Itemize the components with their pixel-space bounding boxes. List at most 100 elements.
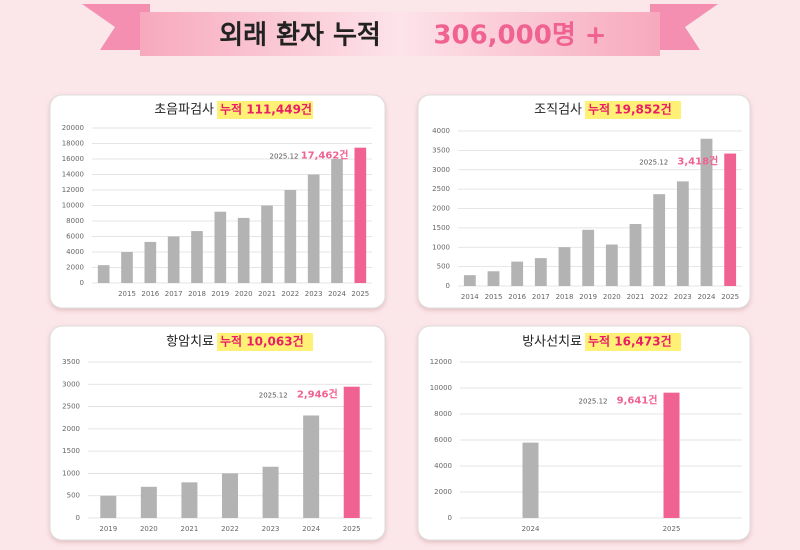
x-tick-label: 2020 — [603, 293, 621, 301]
bar — [558, 247, 571, 286]
y-tick-label: 18000 — [62, 140, 84, 148]
chart-title: 초음파검사 — [154, 103, 214, 118]
highlight-box — [217, 333, 313, 351]
chart-title: 방사선치료 — [522, 335, 582, 350]
x-tick-label: 2024 — [698, 293, 716, 301]
y-tick-label: 6000 — [66, 233, 84, 241]
ribbon — [140, 12, 660, 56]
y-tick-label: 2500 — [432, 185, 450, 193]
x-tick-label: 2019 — [579, 293, 597, 301]
bar — [181, 482, 198, 518]
bar — [605, 244, 618, 286]
y-tick-label: 3000 — [62, 380, 80, 388]
x-tick-label: 2016 — [141, 290, 159, 298]
x-tick-label: 2025 — [343, 525, 361, 533]
y-tick-label: 1500 — [432, 224, 450, 232]
x-tick-label: 2020 — [235, 290, 253, 298]
annotation-value: 3,418건 — [677, 155, 718, 168]
y-tick-label: 8000 — [434, 410, 452, 418]
bar — [303, 415, 320, 518]
y-tick-label: 6000 — [434, 436, 452, 444]
panel — [417, 325, 751, 541]
chart-title: 항암치료 — [166, 335, 214, 350]
y-tick-label: 10000 — [430, 384, 452, 392]
x-tick-label: 2025 — [721, 293, 739, 301]
y-tick-label: 1000 — [62, 469, 80, 477]
x-tick-label: 2019 — [211, 290, 229, 298]
y-tick-label: 0 — [76, 514, 80, 522]
bar — [331, 159, 343, 283]
bar — [284, 190, 297, 283]
x-tick-label: 2024 — [328, 290, 346, 298]
y-tick-label: 10000 — [62, 202, 84, 210]
y-tick-label: 8000 — [66, 217, 84, 225]
bar — [487, 271, 500, 286]
chart-highlight: 누적 16,473건 — [588, 334, 672, 349]
y-tick-label: 2000 — [432, 205, 450, 213]
x-tick-label: 2023 — [305, 290, 323, 298]
y-tick-label: 14000 — [62, 171, 84, 179]
y-tick-label: 3000 — [432, 166, 450, 174]
x-tick-label: 2015 — [118, 290, 136, 298]
bar — [724, 153, 737, 286]
y-tick-label: 4000 — [66, 248, 84, 256]
x-tick-label: 2021 — [181, 525, 199, 533]
bar — [354, 147, 367, 283]
x-tick-label: 2023 — [674, 293, 692, 301]
bar — [582, 229, 595, 286]
annotation-value: 17,462건 — [301, 149, 349, 162]
highlight-box — [585, 333, 681, 351]
bar — [343, 386, 360, 518]
y-tick-label: 500 — [437, 263, 450, 271]
bar — [663, 392, 680, 518]
x-tick-label: 2022 — [650, 293, 668, 301]
x-tick-label: 2015 — [485, 293, 503, 301]
y-tick-label: 3500 — [432, 146, 450, 154]
highlight-box — [585, 101, 681, 119]
annotation-value: 9,641건 — [617, 394, 658, 407]
y-tick-label: 0 — [80, 279, 84, 287]
y-tick-label: 4000 — [432, 127, 450, 135]
bar — [214, 211, 227, 283]
x-tick-label: 2021 — [258, 290, 276, 298]
y-tick-label: 1000 — [432, 243, 450, 251]
bar — [629, 224, 642, 286]
bar — [167, 236, 180, 283]
bar — [97, 265, 110, 283]
bar — [522, 442, 539, 518]
x-tick-label: 2023 — [262, 525, 280, 533]
y-tick-label: 4000 — [434, 462, 452, 470]
y-tick-label: 12000 — [62, 186, 84, 194]
bar — [307, 174, 320, 283]
annotation-date: 2025.12 — [270, 153, 299, 161]
bar — [676, 181, 689, 286]
bar — [261, 205, 273, 283]
x-tick-label: 2017 — [532, 293, 550, 301]
bar — [222, 473, 238, 518]
panel — [49, 94, 386, 309]
x-tick-label: 2024 — [522, 525, 540, 533]
panel — [49, 325, 386, 541]
y-tick-label: 2000 — [62, 425, 80, 433]
bar — [534, 258, 547, 286]
header-title: 외래 환자 누적 — [219, 21, 381, 51]
y-tick-label: 12000 — [430, 358, 452, 366]
x-tick-label: 2019 — [99, 525, 117, 533]
chart-highlight: 누적 19,852건 — [588, 102, 672, 117]
y-tick-label: 2500 — [62, 403, 80, 411]
bar — [237, 217, 250, 283]
chart-highlight: 누적 111,449건 — [220, 102, 312, 117]
x-tick-label: 2025 — [663, 525, 681, 533]
x-tick-label: 2016 — [508, 293, 526, 301]
annotation-date: 2025.12 — [579, 398, 608, 406]
x-tick-label: 2021 — [627, 293, 645, 301]
x-tick-label: 2024 — [302, 525, 320, 533]
y-tick-label: 0 — [448, 514, 452, 522]
y-tick-label: 2000 — [66, 264, 84, 272]
chart-highlight: 누적 10,063건 — [220, 334, 304, 349]
bar — [700, 138, 713, 286]
chart-title: 조직검사 — [534, 103, 582, 118]
y-tick-label: 20000 — [62, 124, 84, 132]
bar — [262, 466, 279, 518]
